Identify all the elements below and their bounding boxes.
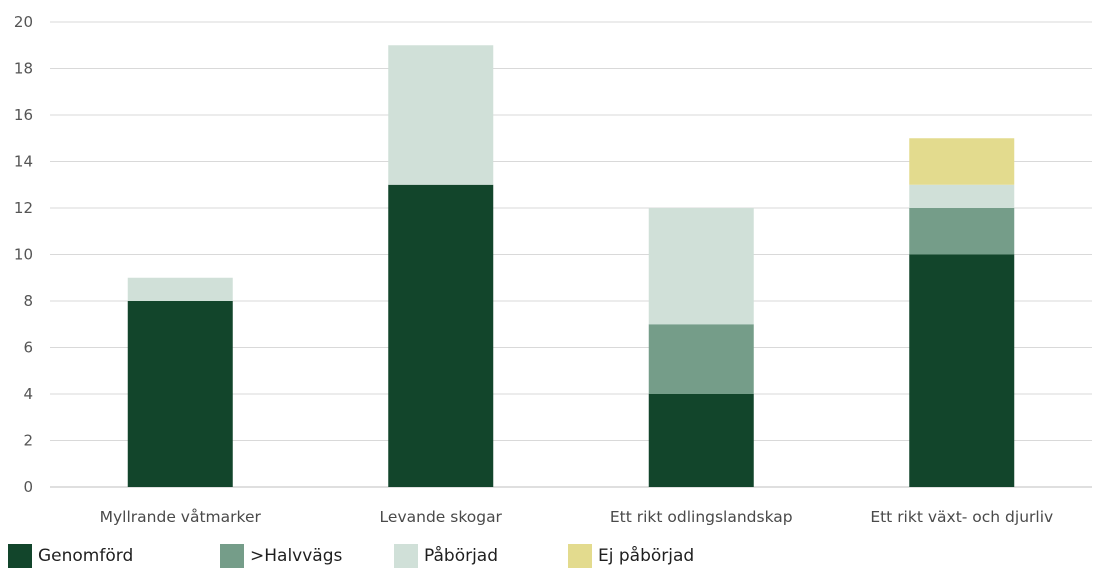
bar-ett-rikt-odlingslandskap-genomförd [648,394,754,487]
legend-item-paborjad: Påbörjad [394,543,498,569]
bar-ett-rikt-odlingslandskap-halvvägs [648,324,754,394]
bar-myllrande-våtmarker-påbörjad [127,277,233,301]
legend-item-halvvags: >Halvvägs [220,543,342,569]
y-tick-label-20: 20 [14,13,33,31]
y-tick-label-4: 4 [23,385,33,403]
y-tick-label-18: 18 [14,60,33,78]
stacked-bar-chart: 0 2 4 6 8 10 12 14 16 18 20 Myllrande våtmarker Lev… [14,13,1092,526]
legend-item-ej-paborjad: Ej påbörjad [568,543,694,569]
bar-ett-rikt-växt-och-djurliv-ej-påbörjad [909,138,1015,185]
x-category-label-ett-rikt-växt-och-djurliv: Ett rikt växt- och djurliv [870,508,1053,526]
bar-ett-rikt-växt-och-djurliv-påbörjad [909,184,1015,208]
legend-label-paborjad: Påbörjad [424,546,499,566]
y-axis-tick-labels: 0 2 4 6 8 10 12 14 16 18 20 [14,13,33,496]
y-tick-label-6: 6 [23,339,33,357]
legend-swatch-halvvags [220,544,244,568]
x-category-label-myllrande-våtmarker: Myllrande våtmarker [100,508,262,526]
bars [127,45,1015,487]
bar-levande-skogar-genomförd [388,184,494,487]
y-tick-label-16: 16 [14,106,33,124]
legend-swatch-genomford [8,544,32,568]
legend-label-genomford: Genomförd [38,546,134,566]
x-category-label-ett-rikt-odlingslandskap: Ett rikt odlingslandskap [610,508,793,526]
bar-ett-rikt-växt-och-djurliv-genomförd [909,254,1015,487]
x-axis-category-labels: Myllrande våtmarker Levande skogar Ett rik… [100,508,1054,526]
legend-item-genomford: Genomförd [8,543,133,569]
legend-swatch-ej-paborjad [568,544,592,568]
legend-label-ej-paborjad: Ej påbörjad [598,546,695,566]
bar-ett-rikt-odlingslandskap-påbörjad [648,208,754,325]
legend: Genomförd >Halvvägs Påbörjad Ej påbörjad [8,543,1088,569]
bar-levande-skogar-påbörjad [388,45,494,185]
y-tick-label-2: 2 [23,432,33,450]
y-tick-label-10: 10 [14,246,33,264]
y-tick-label-0: 0 [23,478,33,496]
y-tick-label-14: 14 [14,153,33,171]
bar-myllrande-våtmarker-genomförd [127,301,233,487]
legend-label-halvvags: >Halvvägs [250,546,343,566]
y-tick-label-12: 12 [14,199,33,217]
y-tick-label-8: 8 [23,292,33,310]
legend-swatch-paborjad [394,544,418,568]
x-category-label-levande-skogar: Levande skogar [380,508,503,526]
bar-ett-rikt-växt-och-djurliv-halvvägs [909,208,1015,255]
